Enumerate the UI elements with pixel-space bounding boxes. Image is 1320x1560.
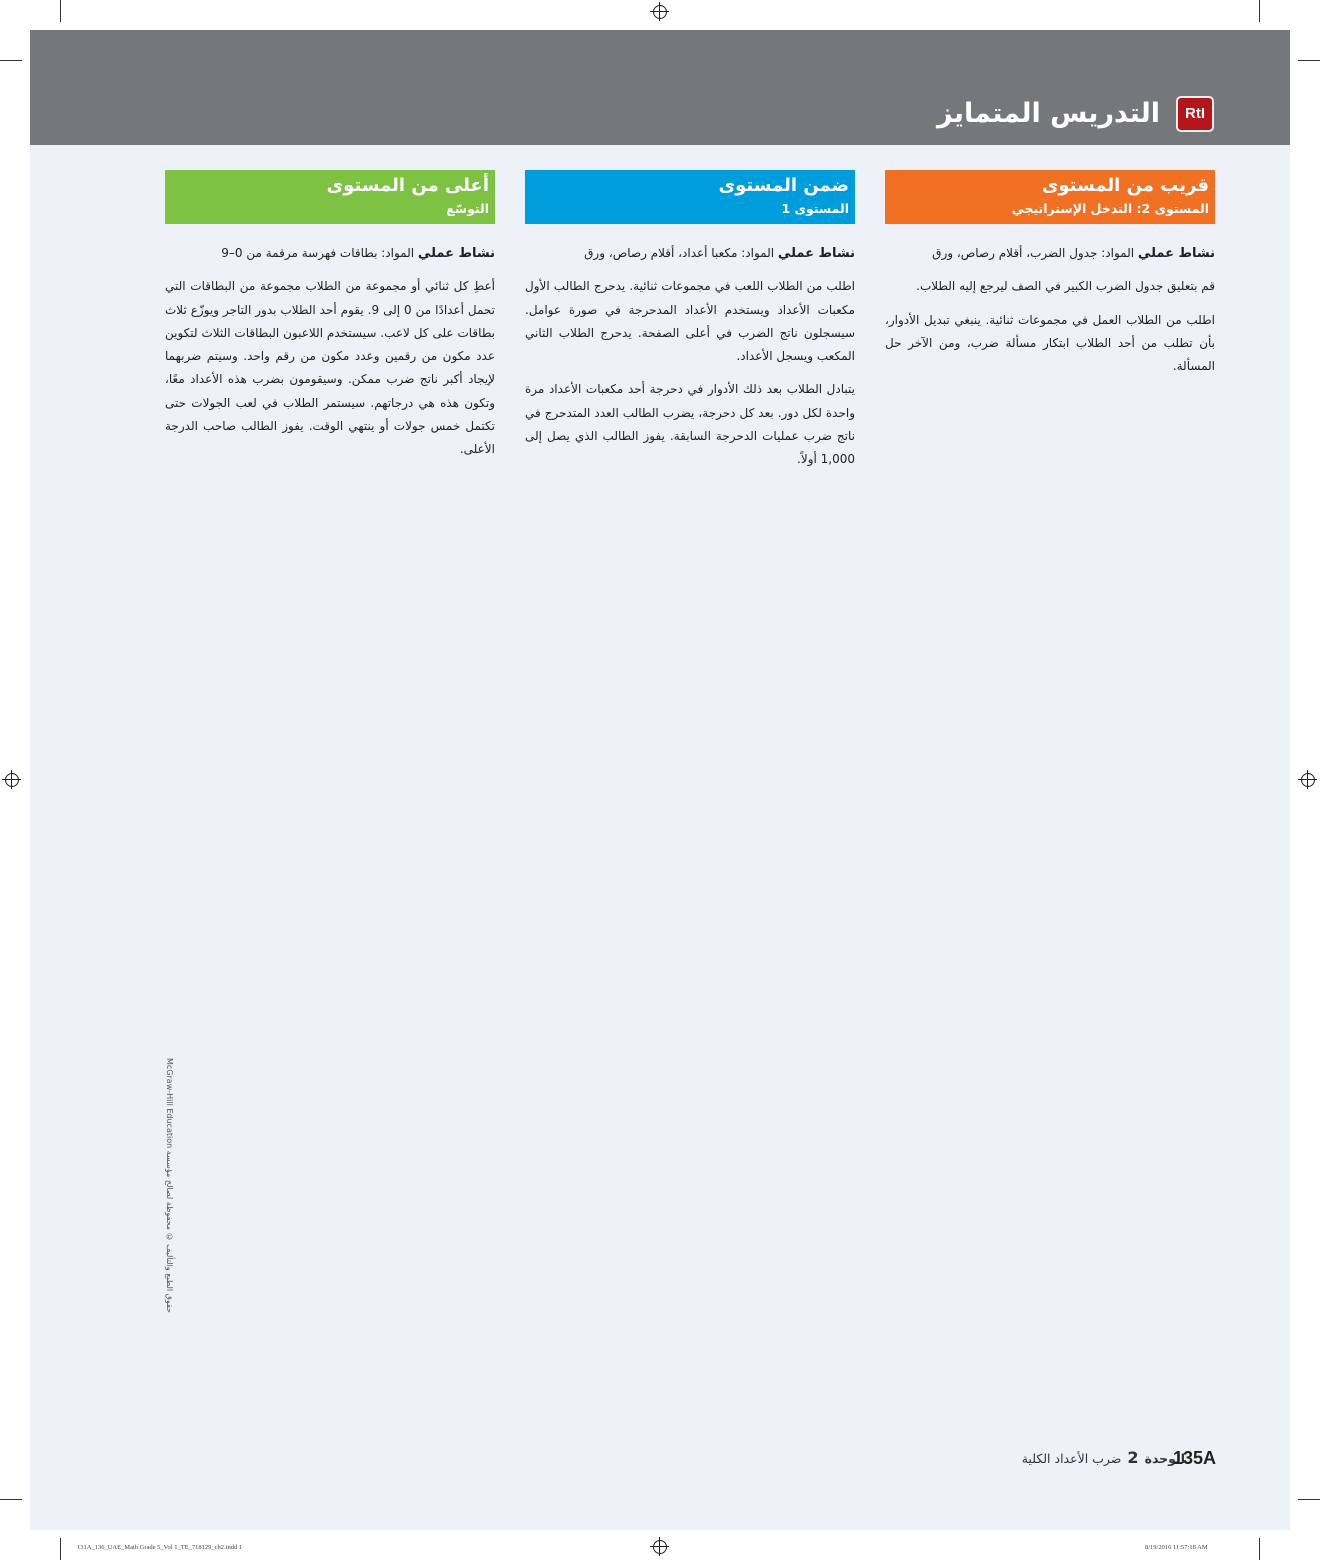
column-title: ضمن المستوى — [718, 175, 849, 196]
crop-mark — [1298, 60, 1320, 61]
page-title: التدريس المتمايز — [937, 98, 1160, 129]
activity-label: نشاط عملي — [777, 246, 855, 261]
slug-file: 131A_136_UAE_Math Grade 5_Vol 1_TE_71812… — [77, 1544, 243, 1551]
column-beyond-level: أعلى من المستوى التوسّع نشاط عملي المواد… — [165, 170, 495, 472]
column-subtitle: المستوى 1 — [781, 201, 849, 216]
column-header: أعلى من المستوى التوسّع — [165, 170, 495, 224]
header-banner: RtI التدريس المتمايز — [30, 30, 1290, 145]
paragraph: اطلب من الطلاب اللعب في مجموعات ثنائية. … — [525, 279, 855, 364]
materials: المواد: مكعبا أعداد، أقلام رصاص، ورق — [584, 246, 775, 260]
unit-number: 2 — [1127, 1448, 1139, 1467]
materials-line: نشاط عملي المواد: مكعبا أعداد، أقلام رصا… — [525, 242, 855, 265]
registration-mark-icon — [650, 2, 669, 21]
column-header: قريب من المستوى المستوى 2: التدخل الإستر… — [885, 170, 1215, 224]
copyright-notice: حقوق الطبع والتأليف © محفوظة لصالح مؤسسة… — [165, 1058, 174, 1313]
column-approaching-level: قريب من المستوى المستوى 2: التدخل الإستر… — [885, 170, 1215, 388]
paragraph: اطلب من الطلاب العمل في مجموعات ثنائية. … — [885, 312, 1215, 374]
unit-label: الوحدة — [1144, 1451, 1185, 1466]
materials: المواد: جدول الضرب، أقلام رصاص، ورق — [932, 246, 1135, 260]
column-subtitle: التوسّع — [446, 201, 489, 216]
crop-mark — [1259, 0, 1260, 22]
crop-mark — [0, 60, 22, 61]
materials: المواد: بطاقات فهرسة مرقمة من 0–9 — [221, 246, 415, 260]
rti-badge: RtI — [1176, 96, 1214, 132]
registration-mark-icon — [1298, 770, 1317, 789]
column-subtitle: المستوى 2: التدخل الإستراتيجي — [1011, 201, 1209, 216]
crop-mark — [1298, 1499, 1320, 1500]
crop-mark — [0, 1499, 22, 1500]
paragraph: قم بتعليق جدول الضرب الكبير في الصف ليرج… — [916, 279, 1215, 294]
registration-mark-icon — [650, 1537, 669, 1556]
column-header: ضمن المستوى المستوى 1 — [525, 170, 855, 224]
crop-mark — [60, 1538, 61, 1560]
column-on-level: ضمن المستوى المستوى 1 نشاط عملي المواد: … — [525, 170, 855, 482]
paragraph: يتبادل الطلاب بعد ذلك الأدوار في دحرجة أ… — [525, 382, 855, 467]
crop-mark — [60, 0, 61, 22]
page: RtI التدريس المتمايز قريب من المستوى الم… — [30, 30, 1290, 1530]
paragraph: أعطِ كل ثنائي أو مجموعة من الطلاب مجموعة… — [165, 279, 496, 457]
crop-mark — [1259, 1538, 1260, 1560]
column-title: قريب من المستوى — [1041, 175, 1209, 196]
activity-label: نشاط عملي — [1137, 246, 1215, 261]
materials-line: نشاط عملي المواد: جدول الضرب، أقلام رصاص… — [885, 242, 1215, 265]
page-number: 135A — [1173, 1448, 1217, 1468]
column-title: أعلى من المستوى — [326, 175, 489, 196]
activity-label: نشاط عملي — [417, 246, 495, 261]
footer-unit: الوحدة 2 ضرب الأعداد الكلية — [1022, 1448, 1185, 1467]
unit-title: ضرب الأعداد الكلية — [1021, 1451, 1122, 1466]
slug-timestamp: 8/19/2016 11:57:18 AM — [1145, 1544, 1208, 1551]
materials-line: نشاط عملي المواد: بطاقات فهرسة مرقمة من … — [165, 242, 495, 265]
registration-mark-icon — [2, 770, 21, 789]
